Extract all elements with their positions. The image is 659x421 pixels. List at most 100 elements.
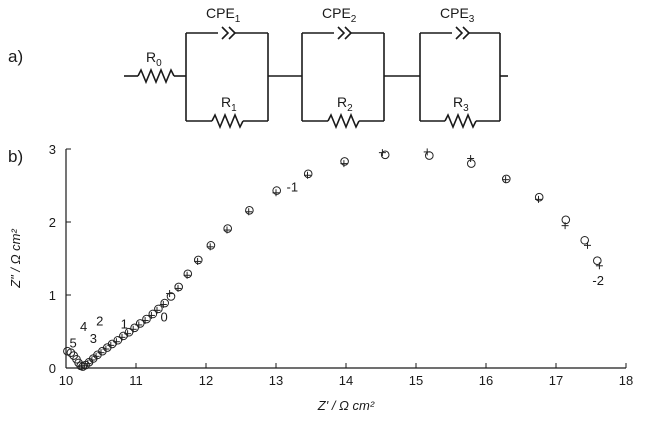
x-tick-label: 13	[269, 373, 283, 388]
data-point-circle	[154, 304, 163, 314]
data-point-circle	[502, 174, 511, 184]
data-point-plus	[194, 257, 202, 265]
frequency-annotation: 5	[70, 336, 77, 351]
data-point-plus	[183, 271, 191, 279]
data-point-circle	[561, 215, 571, 225]
y-axis-label: Z" / Ω cm²	[8, 229, 23, 289]
data-point-plus	[102, 345, 110, 353]
x-tick-label: 15	[409, 373, 423, 388]
data-point-circle	[340, 157, 349, 166]
r0-resistor	[137, 67, 175, 85]
data-point-plus	[97, 349, 105, 357]
data-point-plus	[159, 300, 167, 308]
x-axis-label: Z' / Ω cm²	[317, 398, 375, 413]
data-point-plus	[535, 195, 542, 203]
parallel-block-2: CPE2 R2	[301, 5, 385, 130]
data-point-circle	[194, 255, 203, 265]
data-point-circle	[148, 309, 158, 319]
y-tick-label: 1	[49, 288, 56, 303]
data-point-circle	[380, 150, 390, 160]
r2-resistor	[327, 112, 360, 130]
frequency-annotation: -2	[592, 273, 604, 288]
x-tick-label: 17	[549, 373, 563, 388]
cpe2-label: CPE2	[322, 5, 357, 25]
cpe1-label: CPE1	[206, 5, 241, 25]
data-point-circle	[303, 169, 313, 179]
r2-label: R2	[337, 94, 353, 114]
data-point-plus	[124, 330, 132, 338]
data-point-plus	[245, 208, 253, 216]
data-point-circle	[467, 159, 476, 168]
data-point-plus	[272, 189, 280, 197]
data-point-plus	[223, 226, 231, 234]
r3-label: R3	[453, 94, 469, 114]
data-point-plus	[88, 356, 96, 364]
parallel-block-1: CPE1 R1	[185, 5, 269, 130]
data-point-plus	[502, 176, 510, 184]
x-tick-label: 14	[339, 373, 353, 388]
parallel-block-3: CPE3 R3	[419, 5, 501, 130]
data-point-plus	[112, 338, 120, 346]
data-point-circle	[66, 348, 76, 357]
cpe2-element	[337, 26, 346, 40]
data-point-circle	[206, 241, 216, 250]
r0-label: R0	[146, 49, 162, 69]
data-point-plus	[118, 333, 126, 341]
data-point-circle	[135, 319, 145, 328]
data-point-plus	[595, 262, 603, 270]
data-point-circle	[593, 256, 602, 265]
data-point-circle	[166, 292, 176, 301]
data-point-plus	[340, 160, 348, 168]
panel-b-label: b)	[8, 147, 23, 166]
y-tick-label: 3	[49, 142, 56, 157]
data-point-plus	[378, 149, 386, 157]
data-point-plus	[92, 352, 100, 360]
y-axis-ticks: 0 1 2 3	[49, 142, 71, 376]
data-markers	[63, 148, 603, 371]
data-point-plus	[129, 325, 137, 333]
r1-resistor	[211, 112, 244, 130]
data-point-plus	[153, 306, 161, 314]
data-point-plus	[147, 311, 155, 319]
y-tick-label: 2	[49, 215, 56, 230]
data-point-circle	[183, 269, 193, 279]
data-point-plus	[561, 222, 569, 230]
data-point-circle	[425, 151, 434, 160]
data-point-plus	[467, 154, 475, 162]
data-point-plus	[584, 241, 591, 249]
x-tick-label: 11	[129, 373, 143, 388]
data-point-circle	[245, 206, 254, 215]
data-point-plus	[135, 321, 143, 329]
r3-resistor	[444, 112, 477, 130]
data-point-circle	[223, 224, 232, 233]
frequency-annotation: 1	[121, 317, 128, 332]
data-point-circle	[580, 235, 590, 245]
data-point-circle	[534, 192, 544, 202]
x-tick-label: 10	[59, 373, 73, 388]
panel-a-label: a)	[8, 47, 23, 66]
x-tick-label: 18	[619, 373, 633, 388]
x-tick-label: 12	[199, 373, 213, 388]
data-point-circle	[142, 314, 151, 324]
frequency-annotation: -1	[287, 179, 299, 194]
data-point-circle	[272, 186, 282, 195]
data-point-plus	[423, 148, 431, 156]
frequency-annotations: 543 2 1 0 -1 -2	[70, 179, 604, 350]
x-tick-label: 16	[479, 373, 493, 388]
data-point-plus	[174, 284, 182, 292]
cpe1-element	[221, 26, 230, 40]
y-tick-label: 0	[49, 361, 56, 376]
frequency-annotation: 4	[80, 319, 87, 334]
frequency-annotation: 3	[90, 331, 97, 346]
data-point-plus	[141, 317, 149, 325]
data-point-plus	[206, 243, 214, 251]
r1-label: R1	[221, 94, 237, 114]
data-point-plus	[166, 290, 174, 298]
equivalent-circuit: R0 CPE1 R1 CPE2 R	[124, 5, 508, 130]
cpe3-element	[455, 26, 464, 40]
data-point-circle	[160, 298, 169, 308]
cpe3-label: CPE3	[440, 5, 475, 25]
